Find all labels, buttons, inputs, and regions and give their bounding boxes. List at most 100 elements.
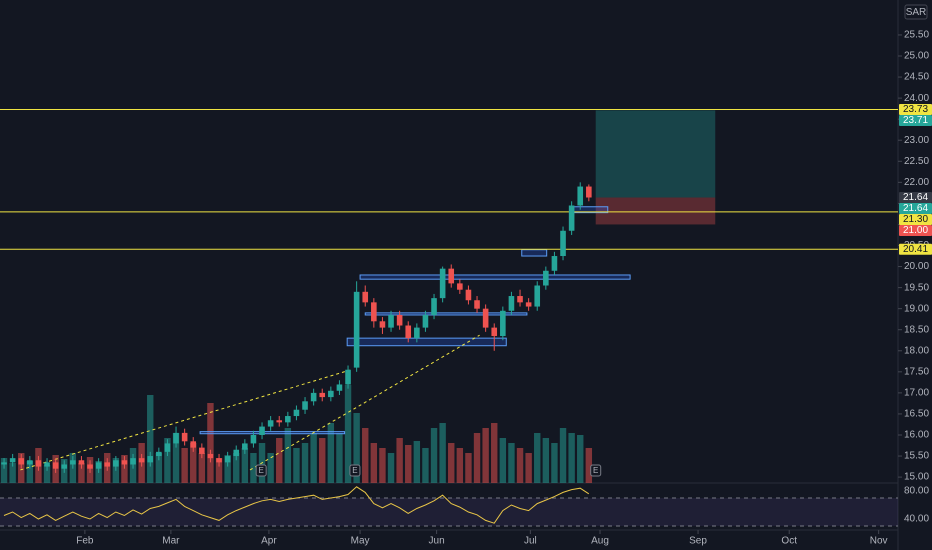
volume-bar <box>422 448 429 483</box>
candle-body <box>508 296 515 311</box>
volume-bar <box>327 423 335 483</box>
zone <box>521 249 548 257</box>
x-tick-label: Aug <box>591 536 609 547</box>
zone <box>346 337 507 347</box>
candle-body <box>560 230 566 257</box>
candle-body <box>87 464 93 469</box>
candle-body <box>474 300 480 309</box>
volume-bar <box>499 438 507 483</box>
candle-body <box>95 462 102 469</box>
candle-body <box>568 205 575 231</box>
currency: SAR <box>906 7 927 18</box>
rsi-tick-label: 80.00 <box>904 486 929 497</box>
x-tick-label: Feb <box>76 536 94 547</box>
volume-bar <box>26 461 34 483</box>
volume-bar <box>250 453 257 483</box>
price-tag-label: 20.41 <box>903 244 928 255</box>
candle-body <box>457 283 463 290</box>
y-tick-label: 25.50 <box>904 30 929 41</box>
zone <box>359 274 631 280</box>
x-tick-label: Jul <box>524 536 537 547</box>
zone <box>364 312 528 316</box>
candle-body <box>18 458 25 465</box>
volume-bar <box>585 448 593 483</box>
rsi-tick-label: 40.00 <box>904 514 929 525</box>
volume-bar <box>147 395 154 483</box>
volume-bar <box>164 438 171 483</box>
candle-body <box>353 291 360 368</box>
event-marker <box>349 464 361 477</box>
price-tag <box>899 191 932 203</box>
candle-body <box>61 464 68 469</box>
candle-body <box>465 289 472 301</box>
volume-bar <box>172 433 180 483</box>
volume-bar <box>276 438 283 483</box>
x-tick-label: Mar <box>162 536 180 547</box>
candle-body <box>113 460 119 467</box>
candle-body <box>259 426 265 435</box>
volume-bar <box>310 433 317 483</box>
volume-bar <box>491 423 498 483</box>
candle-body <box>543 270 549 286</box>
volume-bar <box>439 423 446 483</box>
volume-bar <box>241 448 249 483</box>
volume-bar <box>224 455 231 483</box>
volume-bar <box>353 413 360 483</box>
candle-body <box>336 384 343 391</box>
x-tick-label: Sep <box>689 536 707 547</box>
candle-body <box>482 308 489 328</box>
price-tag-label: 21.64 <box>903 203 928 214</box>
volume-bar <box>0 458 8 483</box>
candle-body <box>319 392 326 398</box>
y-tick-label: 23.00 <box>904 135 929 146</box>
volume-bar <box>181 448 188 483</box>
loss-zone <box>595 197 716 225</box>
candle-body <box>9 458 16 463</box>
y-tick-label: 18.00 <box>904 345 929 356</box>
candle-body <box>491 327 498 337</box>
volume-bar <box>319 438 326 483</box>
event-marker <box>255 464 267 477</box>
event-label: E <box>593 466 598 475</box>
price-tag <box>899 114 932 126</box>
y-tick-label: 24.50 <box>904 72 929 83</box>
candle-body <box>130 458 136 465</box>
y-tick-label: 16.00 <box>904 430 929 441</box>
rsi-line <box>3 486 590 524</box>
candle-body <box>104 462 111 467</box>
candle-body <box>44 462 50 467</box>
candle-body <box>35 460 42 467</box>
volume-bar <box>344 385 352 483</box>
candle-body <box>78 460 85 465</box>
candle-body <box>1 462 7 465</box>
volume-bar <box>155 453 163 483</box>
candle-body <box>414 327 420 339</box>
candle-body <box>242 443 248 450</box>
x-tick-label: Nov <box>870 536 888 547</box>
volume-bar <box>577 435 584 483</box>
candle-body <box>173 432 179 444</box>
price-tag <box>899 103 932 115</box>
volume-bar <box>465 453 472 483</box>
y-tick-label: 15.50 <box>904 451 929 462</box>
candle-body <box>405 325 412 339</box>
volume-bar <box>516 448 524 483</box>
candle-body <box>138 458 145 463</box>
price-tag-label: 23.71 <box>903 115 928 126</box>
profit-zone <box>595 110 716 198</box>
y-tick-label: 24.00 <box>904 93 929 104</box>
candle-body <box>517 296 523 303</box>
candle-body <box>207 453 214 459</box>
candle-body <box>121 460 128 465</box>
volume-bar <box>405 445 412 483</box>
y-tick-label: 25.00 <box>904 51 929 62</box>
candle-body <box>328 390 334 398</box>
candle-body <box>293 409 300 417</box>
volume-bar <box>396 438 403 483</box>
candle-body <box>431 298 437 315</box>
x-tick-label: Apr <box>261 536 277 547</box>
volume-bar <box>551 443 558 483</box>
candle-body <box>199 447 205 454</box>
candle-body <box>362 291 369 303</box>
